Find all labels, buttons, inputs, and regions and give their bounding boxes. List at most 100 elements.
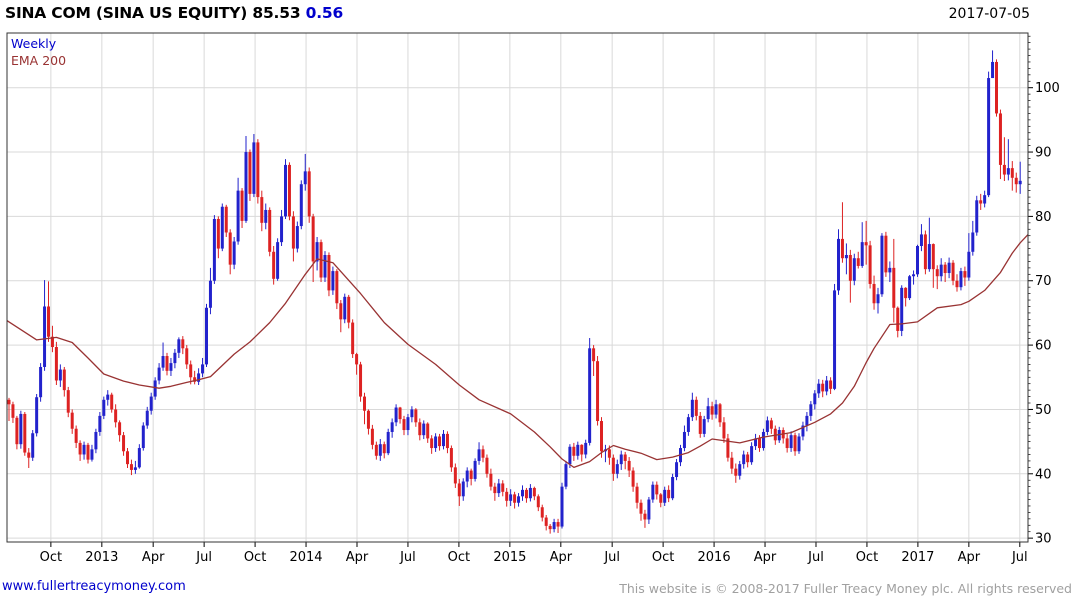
candle-body <box>1002 164 1006 175</box>
candle-body <box>351 322 355 355</box>
candle <box>280 209 284 246</box>
candle <box>912 270 916 285</box>
candle <box>603 444 607 463</box>
candle-body <box>98 415 102 432</box>
candle <box>821 379 825 398</box>
x-axis-label: Oct <box>244 550 266 565</box>
candle-body <box>596 361 600 422</box>
candle-body <box>126 451 129 465</box>
y-axis-label: 90 <box>1035 146 1052 161</box>
candle-body <box>481 449 485 458</box>
candle <box>560 482 564 529</box>
candle-body <box>122 435 126 452</box>
candle <box>58 364 62 387</box>
candle-body <box>453 467 457 484</box>
candle <box>260 190 264 232</box>
candle <box>453 463 457 488</box>
chart-title-text: SINA COM (SINA US EQUITY) 85.53 <box>5 4 301 22</box>
candle-body <box>201 364 205 374</box>
candle-body <box>710 406 714 415</box>
candle-body <box>900 287 904 331</box>
candle-body <box>635 486 639 503</box>
candle <box>655 481 659 500</box>
candle <box>449 445 453 472</box>
candle <box>623 451 627 470</box>
candle <box>19 410 23 449</box>
candle-body <box>485 457 489 474</box>
candle-body <box>568 446 572 465</box>
candle <box>1010 161 1014 191</box>
candle-body <box>528 487 532 499</box>
x-axis-label: Oct <box>652 550 674 565</box>
candle-body <box>287 164 291 217</box>
x-axis-label: Jul <box>195 550 212 565</box>
candle <box>706 397 710 423</box>
candle <box>126 448 129 468</box>
candle-body <box>133 467 137 470</box>
candle <box>580 444 584 462</box>
candle <box>904 287 908 307</box>
candle-body <box>556 522 560 527</box>
x-axis-label: Jul <box>1011 550 1028 565</box>
candle-body <box>998 113 1002 165</box>
candle <box>442 430 445 450</box>
candle <box>951 260 955 286</box>
candle-body <box>868 245 872 284</box>
candle-body <box>370 428 374 445</box>
candle-body <box>248 152 252 194</box>
candle <box>588 338 592 446</box>
candle <box>236 177 240 245</box>
candle-body <box>47 306 50 337</box>
candle <box>268 207 272 257</box>
candle <box>244 135 248 223</box>
candle <box>785 433 789 453</box>
candle <box>852 253 856 286</box>
candle-body <box>406 417 410 431</box>
candle-body <box>15 417 19 445</box>
candle <box>829 377 833 394</box>
candle <box>382 441 386 459</box>
candle-body <box>793 435 797 452</box>
candle <box>698 412 702 438</box>
candle-body <box>947 262 951 274</box>
candle <box>47 281 50 342</box>
candle <box>157 363 161 385</box>
candle-body <box>240 190 244 221</box>
candle-body <box>39 366 43 398</box>
candle <box>212 215 216 284</box>
candle-body <box>702 419 706 434</box>
candle <box>837 229 840 295</box>
candle-body <box>517 496 521 503</box>
footer-site-link[interactable]: www.fullertreacymoney.com <box>2 579 186 594</box>
candle-body <box>908 276 912 299</box>
x-axis-label: Oct <box>856 550 878 565</box>
candle-body <box>418 422 422 436</box>
candle <box>445 431 449 454</box>
candle-body <box>524 489 528 499</box>
candle <box>659 493 663 508</box>
candle <box>726 433 730 462</box>
candle-body <box>1018 180 1022 185</box>
candle-body <box>513 494 517 503</box>
candle <box>750 442 754 465</box>
candle-body <box>686 417 690 432</box>
candle-body <box>469 470 473 479</box>
candle <box>947 257 951 279</box>
candle-body <box>619 454 623 465</box>
candle <box>276 238 280 281</box>
candle <box>189 360 193 385</box>
candle-body <box>449 448 453 468</box>
candle <box>955 274 959 292</box>
candle-body <box>260 197 264 223</box>
candle <box>1006 139 1010 181</box>
candle-body <box>623 454 627 461</box>
candle <box>86 442 90 464</box>
candle-body <box>509 494 513 501</box>
candle <box>789 431 793 452</box>
candle <box>524 487 528 503</box>
candle <box>840 202 844 263</box>
candle-body <box>758 438 761 449</box>
y-axis-label: 100 <box>1035 81 1060 96</box>
candle <box>540 504 544 522</box>
candle-body <box>106 394 110 400</box>
